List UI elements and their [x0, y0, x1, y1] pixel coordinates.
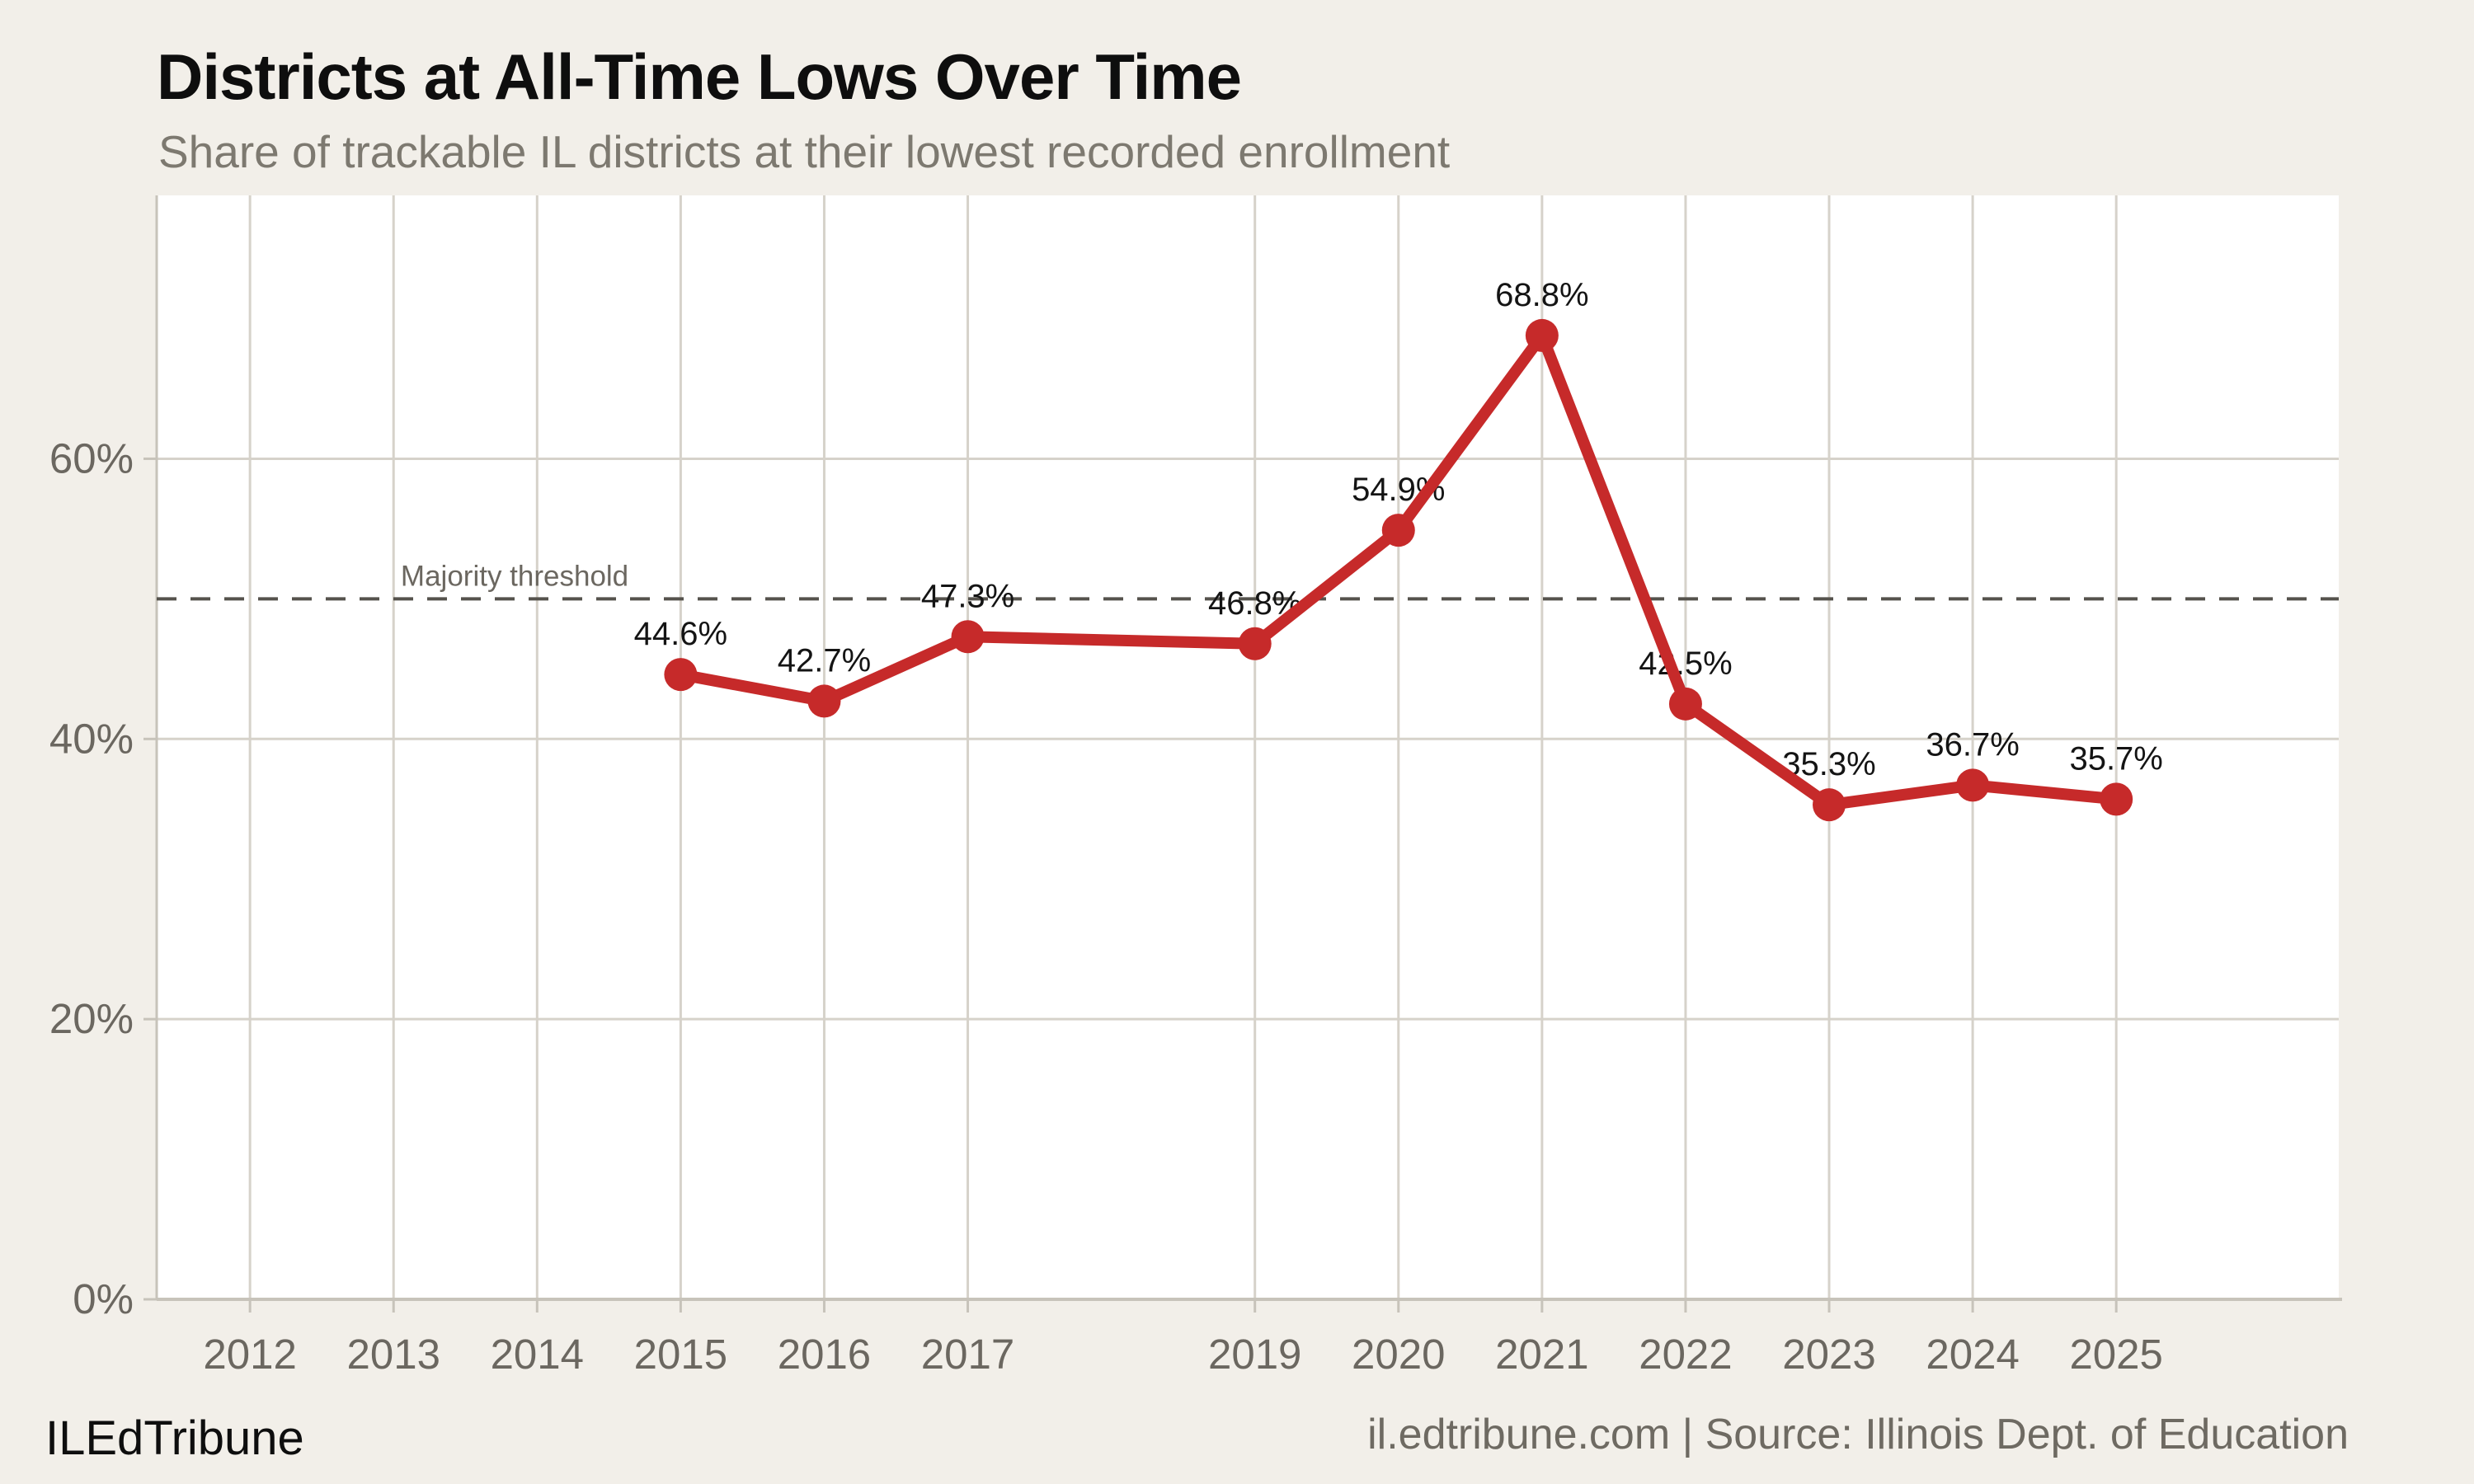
data-point-2016: [807, 684, 841, 718]
point-label-2022: 42.5%: [1639, 646, 1732, 682]
x-tick-label: 2023: [1782, 1331, 1875, 1378]
footer-brand: ILEdTribune: [45, 1411, 304, 1465]
data-point-2017: [951, 620, 985, 654]
y-tick-label: 20%: [49, 995, 134, 1042]
data-point-2015: [664, 658, 698, 692]
x-tick-label: 2021: [1495, 1331, 1588, 1378]
point-label-2017: 47.3%: [921, 578, 1014, 614]
data-point-2019: [1238, 627, 1272, 660]
threshold-label: Majority threshold: [401, 560, 628, 592]
chart-title: Districts at All-Time Lows Over Time: [157, 40, 1242, 113]
y-tick-label: 60%: [49, 434, 134, 481]
x-tick-label: 2015: [634, 1331, 727, 1378]
data-point-2025: [2100, 782, 2133, 816]
x-tick-label: 2020: [1352, 1331, 1445, 1378]
x-tick-label: 2019: [1208, 1331, 1301, 1378]
point-label-2021: 68.8%: [1495, 277, 1588, 313]
point-label-2016: 42.7%: [778, 642, 871, 679]
x-tick-label: 2016: [778, 1331, 871, 1378]
footer-attribution: il.edtribune.com | Source: Illinois Dept…: [1367, 1411, 2349, 1458]
trend-line: [675, 329, 2123, 811]
point-label-2015: 44.6%: [634, 616, 727, 652]
x-tick-label: 2024: [1926, 1331, 2019, 1378]
y-tick-label: 40%: [49, 715, 134, 762]
x-tick-label: 2022: [1639, 1331, 1732, 1378]
data-point-2024: [1956, 768, 1990, 802]
x-tick-label: 2014: [491, 1331, 584, 1378]
point-label-2025: 35.7%: [2069, 740, 2162, 777]
data-point-2022: [1668, 687, 1702, 721]
x-tick-label: 2017: [921, 1331, 1014, 1378]
x-tick-label: 2012: [203, 1331, 296, 1378]
chart-subtitle: Share of trackable IL districts at their…: [158, 126, 1451, 177]
data-point-2020: [1381, 514, 1415, 547]
plot-area: [157, 195, 2339, 1299]
y-tick-label: 0%: [73, 1275, 134, 1322]
point-label-2024: 36.7%: [1926, 726, 2019, 763]
data-point-2021: [1525, 318, 1559, 352]
data-point-2023: [1813, 788, 1846, 822]
x-tick-label: 2025: [2069, 1331, 2162, 1378]
x-tick-label: 2013: [346, 1331, 440, 1378]
